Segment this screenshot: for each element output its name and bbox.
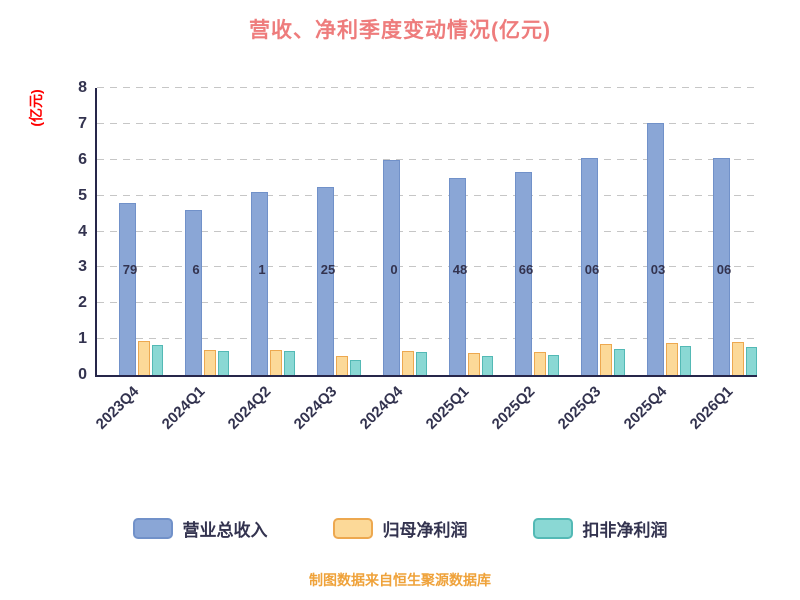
bar-group-2024Q4: 0 (361, 88, 427, 375)
bar-net-profit-2023Q4 (138, 340, 150, 375)
bar-net-profit-2025Q2 (534, 352, 546, 375)
x-tick-label: 2024Q2 (224, 383, 275, 433)
gridline (97, 158, 757, 160)
y-tick-label: 2 (78, 294, 87, 312)
legend-item-net-profit[interactable]: 归母净利润 (332, 516, 468, 541)
gridline (97, 122, 757, 124)
bar-value-label: 03 (650, 262, 666, 278)
bar-revenue-2025Q3 (581, 157, 599, 375)
legend-label-net-profit: 归母净利润 (382, 521, 468, 540)
y-tick-label: 1 (78, 330, 87, 348)
x-tick-label: 2024Q3 (290, 383, 341, 433)
x-tick-label: 2026Q1 (686, 383, 737, 433)
y-tick-label: 0 (78, 366, 87, 383)
x-tick-label: 2024Q4 (356, 383, 407, 433)
bar-non-gaap-profit-2025Q1 (481, 356, 493, 375)
bar-group-2025Q1: 48 (427, 88, 493, 375)
bar-net-profit-2024Q3 (336, 356, 348, 375)
bar-non-gaap-profit-2025Q4 (679, 346, 691, 375)
y-tick-label: 5 (78, 186, 87, 204)
y-tick-label: 7 (78, 114, 87, 132)
bar-group-2024Q1: 6 (163, 88, 229, 375)
x-tick-label: 2025Q1 (422, 383, 473, 433)
legend-swatch-net-profit (332, 518, 373, 539)
bar-net-profit-2025Q4 (666, 343, 678, 375)
bar-value-label: 06 (716, 262, 732, 278)
bar-non-gaap-profit-2025Q2 (547, 354, 559, 375)
bar-non-gaap-profit-2025Q3 (613, 349, 625, 375)
bar-value-label: 79 (122, 262, 138, 278)
gridline (97, 302, 757, 304)
x-tick-label: 2025Q3 (554, 383, 605, 433)
bar-net-profit-2024Q4 (402, 350, 414, 375)
chart-title: 营收、净利季度变动情况(亿元) (249, 19, 551, 42)
y-tick-label: 8 (78, 79, 87, 96)
x-tick-label: 2025Q2 (488, 383, 539, 433)
bar-net-profit-2026Q1 (732, 341, 744, 375)
legend-item-revenue[interactable]: 营业总收入 (132, 516, 268, 541)
bar-non-gaap-profit-2024Q2 (283, 350, 295, 375)
bar-non-gaap-profit-2026Q1 (745, 347, 757, 375)
bar-non-gaap-profit-2024Q4 (415, 352, 427, 375)
x-tick-label: 2023Q4 (92, 383, 143, 433)
bar-value-label: 0 (390, 262, 398, 278)
bar-revenue-2024Q1 (185, 209, 203, 375)
bar-value-label: 48 (452, 262, 468, 278)
bar-revenue-2025Q1 (449, 178, 467, 375)
footer-credit: 制图数据来自恒生聚源数据库 (309, 572, 491, 588)
bar-net-profit-2024Q1 (204, 349, 216, 375)
bar-group-2025Q3: 06 (559, 88, 625, 375)
y-tick-label: 3 (78, 258, 87, 276)
x-tick-label: 2025Q4 (620, 383, 671, 433)
x-tick-label: 2024Q1 (158, 383, 209, 433)
legend-item-non-gaap-profit[interactable]: 扣非净利润 (532, 516, 668, 541)
gridline (97, 266, 757, 268)
bar-non-gaap-profit-2024Q3 (349, 359, 361, 375)
bar-group-2026Q1: 06 (691, 88, 757, 375)
bar-non-gaap-profit-2023Q4 (151, 344, 163, 375)
bar-net-profit-2025Q3 (600, 343, 612, 375)
bar-net-profit-2025Q1 (468, 352, 480, 375)
bar-value-label: 1 (258, 262, 266, 278)
legend-swatch-revenue (132, 518, 173, 539)
bar-revenue-2024Q3 (317, 186, 335, 375)
bar-revenue-2025Q2 (515, 171, 533, 375)
bar-revenue-2023Q4 (119, 203, 137, 375)
y-tick-label: 6 (78, 150, 87, 168)
bar-value-label: 6 (192, 262, 200, 278)
bar-value-label: 25 (320, 262, 336, 278)
bar-non-gaap-profit-2024Q1 (217, 350, 229, 375)
plot-area: 0 1 2 3 4 5 6 7 8 2023Q4 79 2024Q1 6 2024Q2 1 2024Q3 25 2… (78, 80, 757, 433)
bar-revenue-2026Q1 (713, 157, 731, 375)
bar-value-label: 66 (518, 262, 534, 278)
bar-group-2025Q2: 66 (493, 88, 559, 375)
bar-value-label: 06 (584, 262, 600, 278)
y-tick-label: 4 (78, 222, 87, 240)
bar-revenue-2024Q2 (251, 192, 269, 375)
legend-label-revenue: 营业总收入 (182, 521, 268, 540)
gridline (97, 338, 757, 340)
legend-swatch-non-gaap-profit (532, 518, 573, 539)
bar-revenue-2025Q4 (647, 122, 665, 375)
bar-net-profit-2024Q2 (270, 349, 282, 375)
gridline (97, 194, 757, 196)
gridline (97, 87, 757, 88)
bar-group-2023Q4: 79 (97, 88, 163, 375)
gridline (97, 230, 757, 232)
bar-group-2024Q2: 1 (229, 88, 295, 375)
legend: 营业总收入 归母净利润 扣非净利润 (0, 516, 800, 541)
bar-revenue-2024Q4 (383, 159, 401, 375)
y-axis-label: (亿元) (28, 89, 44, 127)
bar-group-2025Q4: 03 (625, 88, 691, 375)
legend-label-non-gaap-profit: 扣非净利润 (582, 521, 668, 540)
bar-group-2024Q3: 25 (295, 88, 361, 375)
